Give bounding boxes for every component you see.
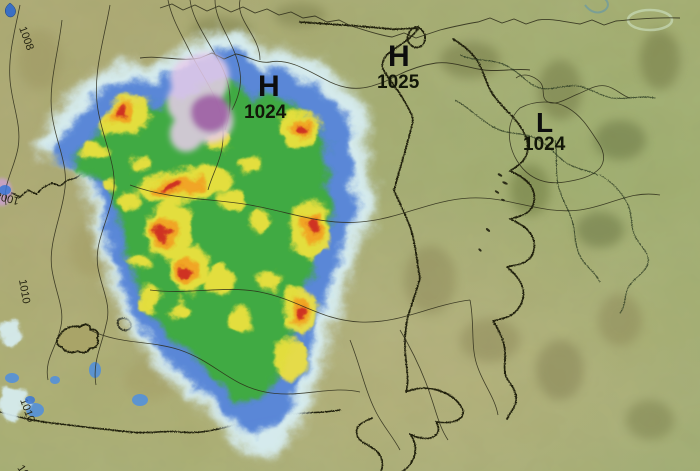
svg-text:1024: 1024 [244,102,287,123]
svg-text:1025: 1025 [377,72,420,93]
svg-text:1024: 1024 [523,134,566,155]
svg-text:H: H [258,70,280,103]
svg-text:H: H [388,40,410,73]
